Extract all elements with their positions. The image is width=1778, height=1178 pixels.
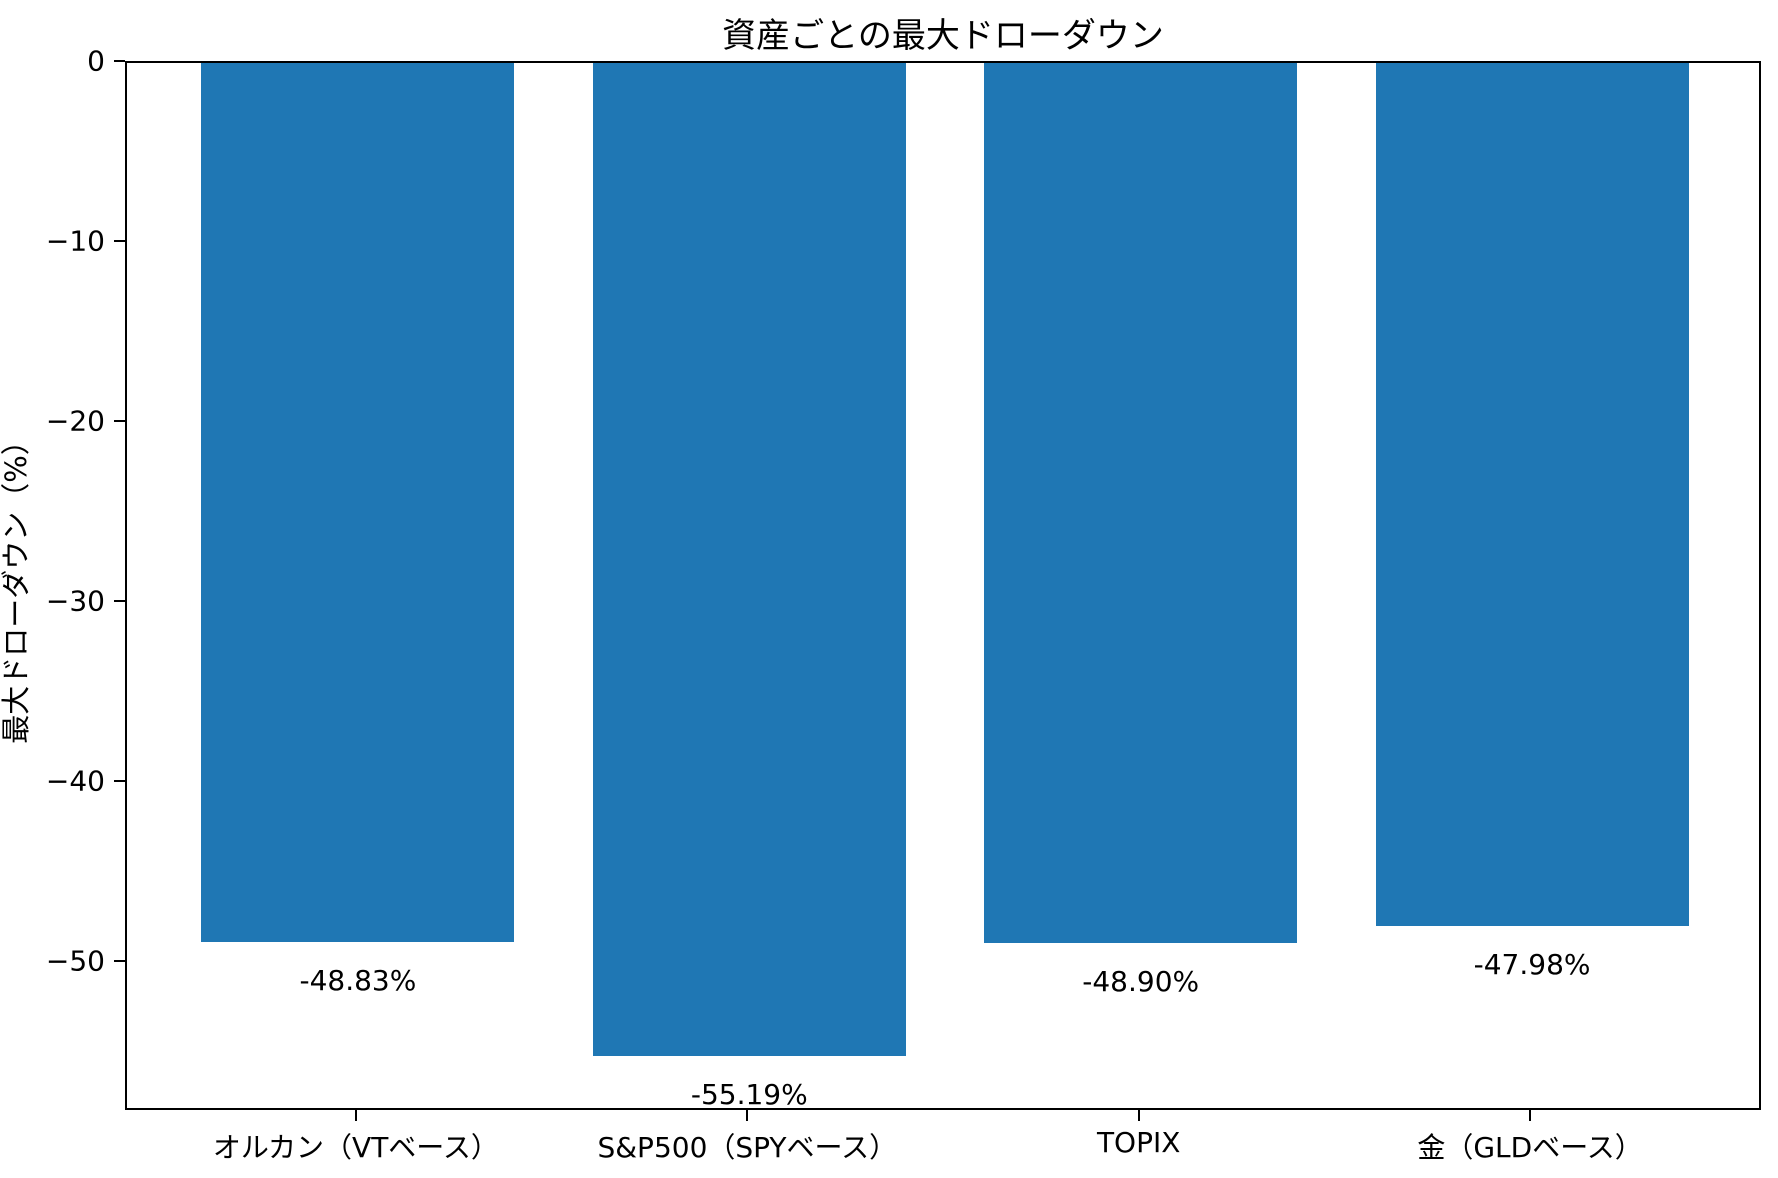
bar-value-label: -48.90% — [1082, 964, 1200, 998]
x-tick-mark — [746, 1110, 749, 1121]
x-tick-mark — [1137, 1110, 1140, 1121]
y-tick-label: −10 — [45, 224, 105, 258]
y-tick-mark — [114, 779, 125, 782]
y-tick-mark — [114, 239, 125, 242]
y-tick-label: 0 — [87, 44, 105, 78]
x-tick-label: S&P500（SPYベース） — [597, 1131, 898, 1164]
y-tick-mark — [114, 599, 125, 602]
y-tick-label: −20 — [45, 404, 105, 438]
chart-title: 資産ごとの最大ドローダウン — [722, 16, 1164, 56]
y-tick-mark — [114, 419, 125, 422]
bar — [1375, 63, 1689, 927]
bar — [984, 63, 1298, 943]
bar-value-label: -55.19% — [690, 1078, 808, 1112]
y-tick-label: −50 — [45, 944, 105, 978]
bar-value-label: -48.83% — [299, 963, 417, 997]
bar — [592, 63, 906, 1057]
bar — [201, 63, 515, 942]
y-tick-mark — [114, 959, 125, 962]
y-tick-label: −40 — [45, 764, 105, 798]
plot-area: -48.83% -55.19% -48.90% -47.98% — [125, 61, 1761, 1112]
x-tick-label: 金（GLDベース） — [1417, 1131, 1643, 1164]
x-tick-mark — [1529, 1110, 1532, 1121]
y-tick-mark — [114, 60, 125, 62]
x-tick-label: TOPIX — [1096, 1126, 1181, 1159]
x-tick-label: オルカン（VTベース） — [212, 1131, 499, 1164]
bar-value-label: -47.98% — [1473, 948, 1591, 982]
y-tick-label: −30 — [45, 584, 105, 618]
x-tick-mark — [354, 1110, 357, 1121]
